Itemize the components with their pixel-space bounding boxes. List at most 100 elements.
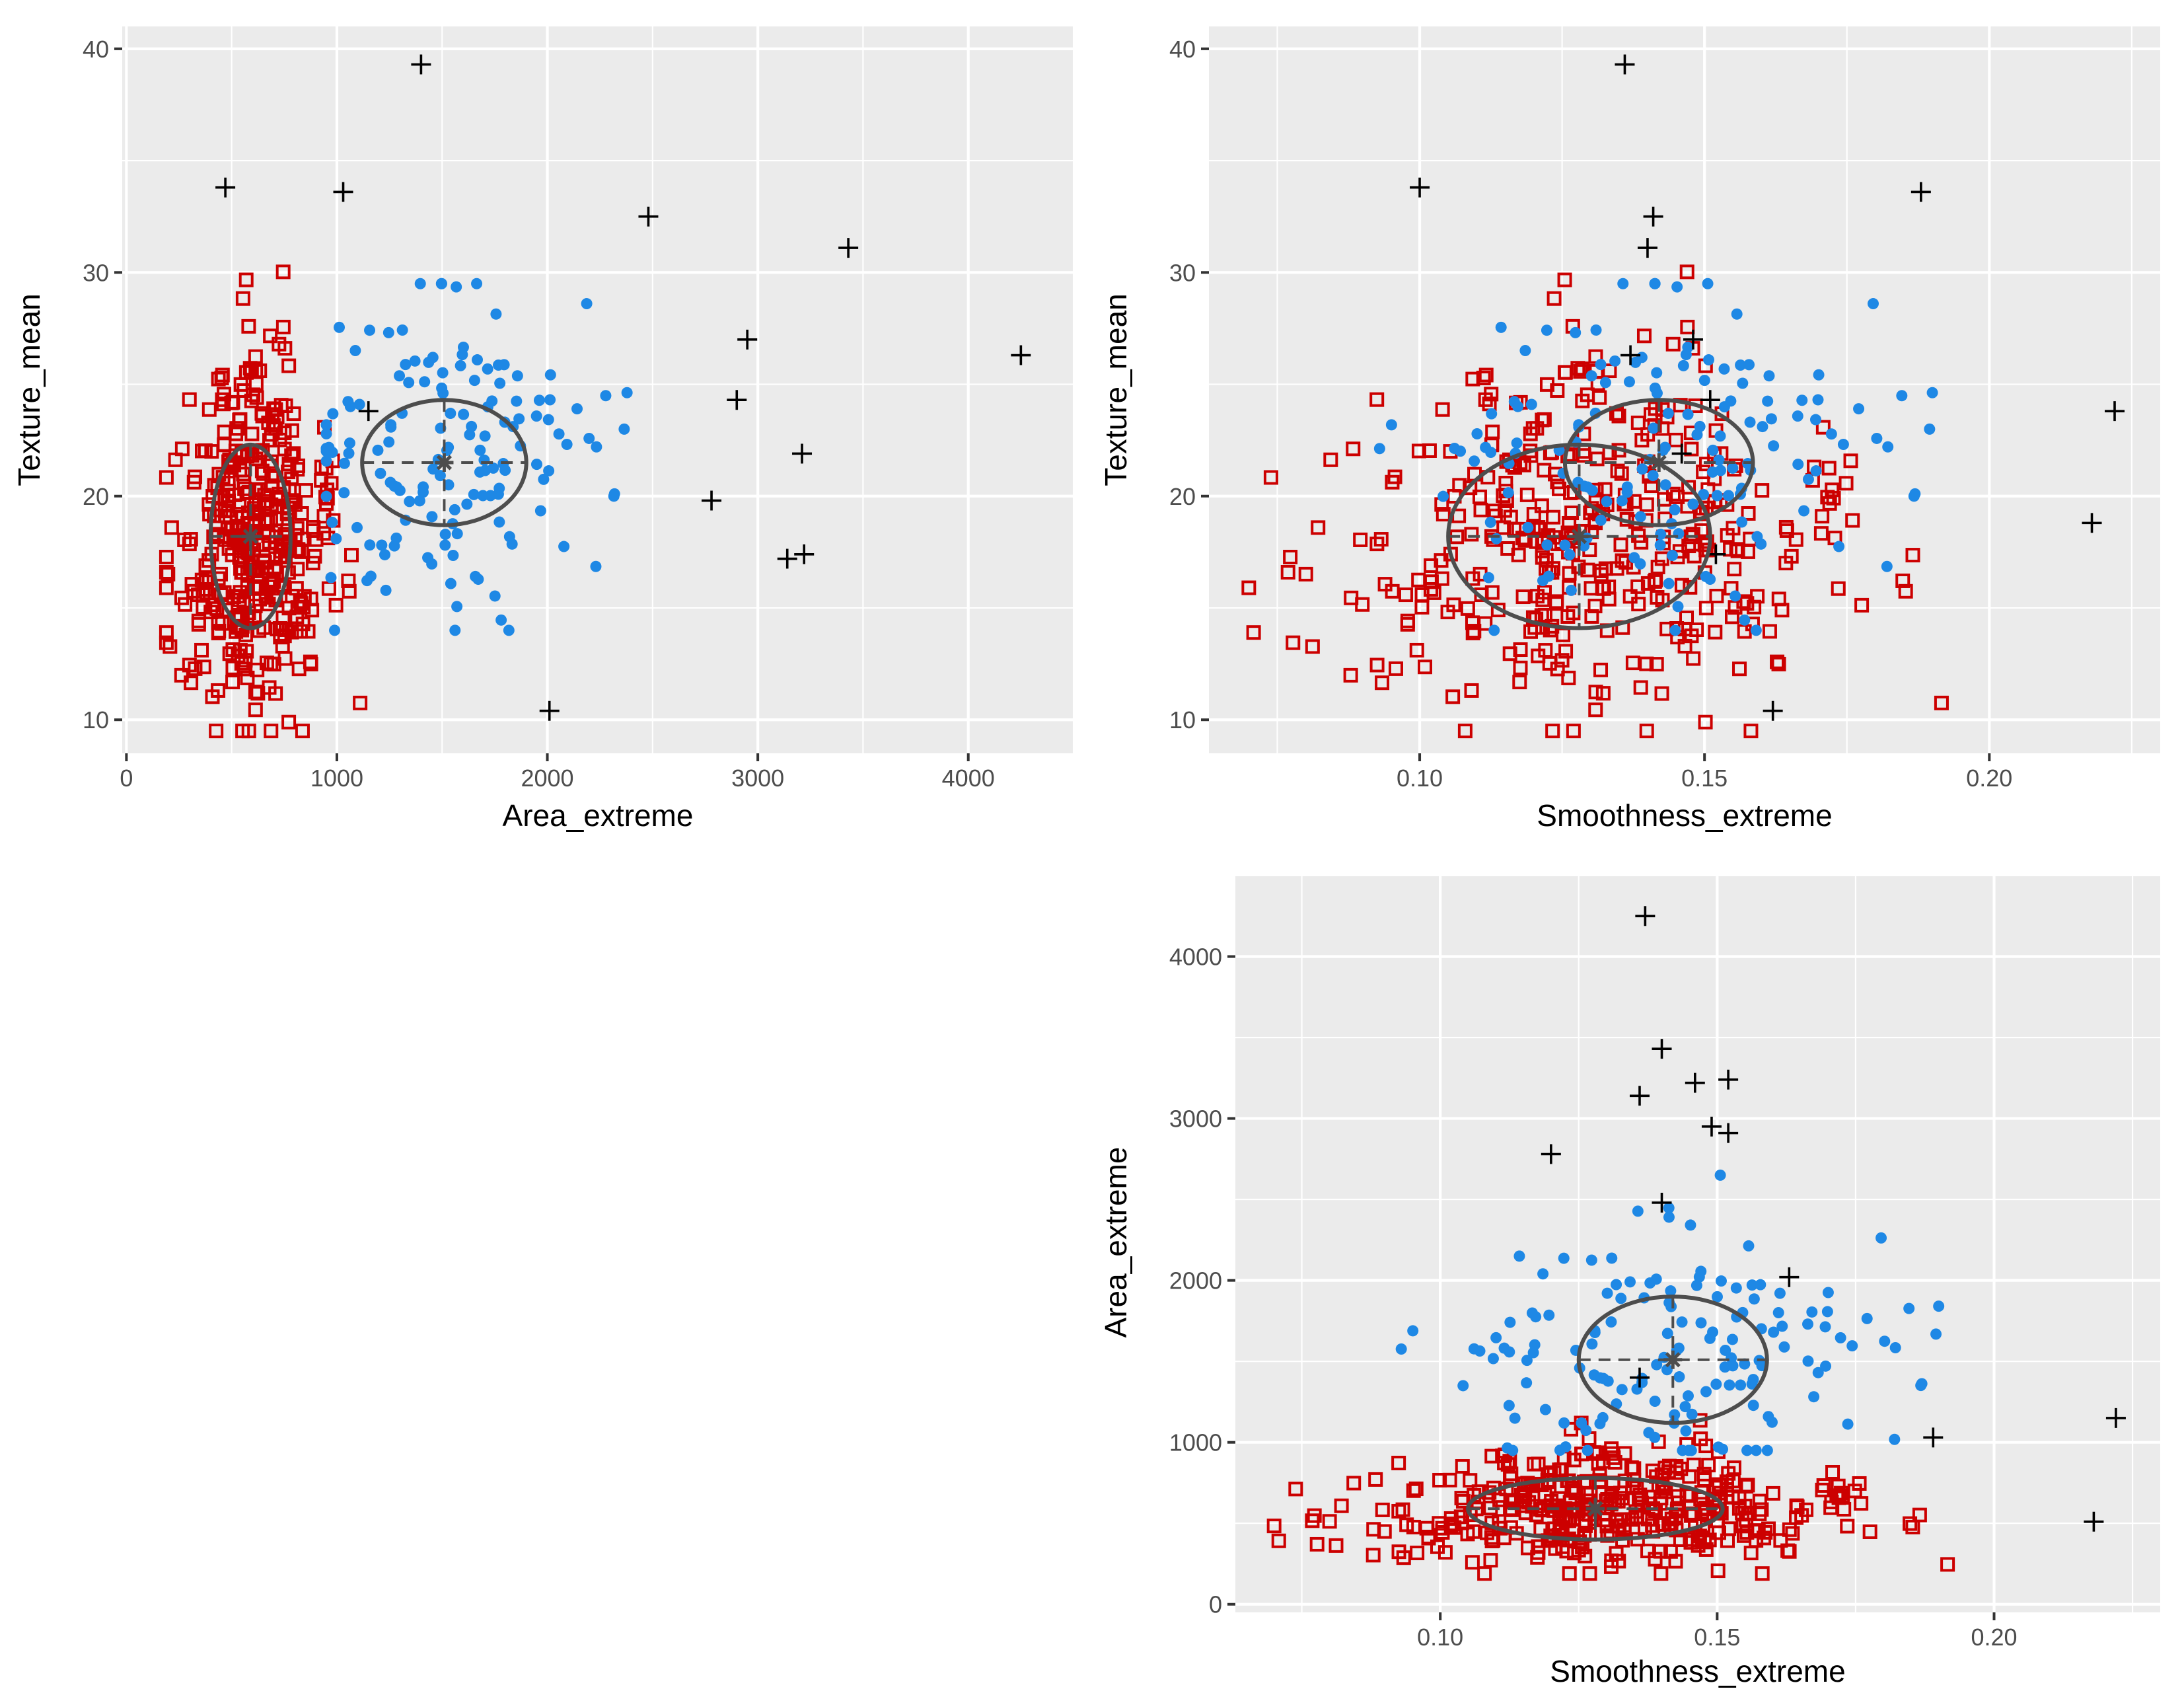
benign-point: [1525, 421, 1541, 436]
malignant-point: [1522, 521, 1534, 533]
benign-point: [1831, 1490, 1846, 1505]
benign-point: [1825, 482, 1840, 498]
benign-point: [174, 667, 189, 683]
benign-point: [1639, 656, 1654, 671]
malignant-point: [600, 390, 612, 402]
benign-point: [1694, 523, 1709, 538]
outlier-point: [1620, 345, 1641, 365]
malignant-point: [1715, 1275, 1727, 1287]
x-tick-label: 0.20: [1966, 765, 2012, 792]
benign-point: [1815, 1482, 1830, 1497]
malignant-point: [1605, 1316, 1617, 1328]
benign-point: [1593, 662, 1609, 677]
malignant-point: [447, 549, 459, 561]
malignant-point: [320, 490, 332, 502]
benign-point: [1424, 558, 1439, 573]
benign-point: [1723, 542, 1738, 557]
benign-point: [306, 519, 321, 535]
malignant-point: [1519, 345, 1531, 357]
malignant-point: [1704, 574, 1716, 585]
x-tick-label: 0.20: [1971, 1624, 2017, 1651]
benign-point: [1708, 1491, 1723, 1507]
malignant-point: [1655, 529, 1667, 541]
benign-point: [215, 392, 230, 407]
benign-point: [1639, 497, 1654, 512]
benign-point: [1246, 625, 1261, 640]
malignant-point: [1559, 539, 1571, 551]
benign-point: [1774, 603, 1790, 618]
benign-point: [205, 689, 220, 704]
malignant-point: [375, 467, 386, 479]
plot-background: [122, 26, 1074, 753]
malignant-point: [1739, 614, 1751, 626]
outlier-point: [1011, 345, 1031, 365]
malignant-point: [458, 408, 470, 420]
malignant-point: [530, 459, 542, 470]
benign-point: [1322, 1514, 1337, 1529]
benign-point: [1582, 1566, 1597, 1581]
benign-point: [1815, 509, 1830, 524]
benign-point: [1584, 609, 1599, 624]
malignant-point: [1718, 401, 1730, 413]
benign-point: [1611, 1554, 1626, 1569]
benign-point: [341, 573, 356, 588]
malignant-point: [1565, 584, 1577, 596]
malignant-point: [455, 359, 466, 371]
benign-point: [1681, 539, 1696, 554]
benign-point: [1838, 476, 1854, 491]
malignant-point: [511, 395, 523, 407]
benign-point: [1632, 1490, 1647, 1505]
malignant-point: [1867, 298, 1879, 310]
malignant-point: [439, 539, 451, 551]
benign-point: [1650, 560, 1665, 575]
benign-point: [251, 561, 266, 576]
benign-point: [220, 520, 235, 535]
benign-point: [1595, 1454, 1611, 1469]
benign-point: [1463, 1473, 1478, 1488]
malignant-point: [482, 363, 493, 375]
benign-point: [1465, 571, 1480, 586]
benign-point: [1611, 408, 1626, 424]
malignant-point: [376, 539, 388, 551]
malignant-point: [543, 465, 555, 477]
malignant-point: [1735, 1379, 1747, 1391]
benign-point: [1788, 532, 1803, 547]
benign-point: [1610, 463, 1625, 478]
malignant-point: [439, 529, 451, 541]
benign-point: [1465, 625, 1480, 640]
benign-point: [1411, 443, 1426, 459]
y-tick-label: 40: [1169, 36, 1196, 63]
benign-point: [1534, 608, 1549, 623]
benign-point: [201, 402, 217, 417]
benign-point: [248, 492, 263, 507]
malignant-point: [1498, 1342, 1510, 1354]
malignant-point: [513, 413, 525, 425]
benign-point: [1640, 427, 1656, 442]
benign-point: [1496, 520, 1511, 535]
malignant-point: [325, 572, 337, 583]
malignant-point: [1585, 1254, 1597, 1266]
malignant-point: [1861, 1312, 1873, 1324]
benign-point: [1600, 1528, 1615, 1543]
benign-point: [264, 427, 279, 442]
malignant-point: [379, 548, 390, 560]
benign-point: [1546, 509, 1561, 525]
benign-point: [1391, 1455, 1406, 1470]
malignant-point: [1661, 1364, 1673, 1376]
malignant-point: [1889, 1433, 1901, 1445]
benign-point: [1445, 689, 1461, 704]
benign-point: [194, 642, 209, 658]
benign-point: [264, 724, 279, 739]
malignant-point: [1747, 1400, 1759, 1411]
benign-point: [1673, 1532, 1688, 1548]
benign-point: [277, 441, 292, 457]
benign-point: [229, 421, 244, 436]
benign-point: [293, 624, 308, 639]
malignant-point: [1802, 473, 1814, 485]
malignant-point: [1564, 548, 1576, 560]
malignant-point: [1649, 278, 1661, 289]
benign-point: [1912, 1507, 1927, 1522]
benign-point: [1562, 1566, 1577, 1581]
malignant-point: [1543, 570, 1554, 582]
benign-point: [1552, 1462, 1567, 1478]
